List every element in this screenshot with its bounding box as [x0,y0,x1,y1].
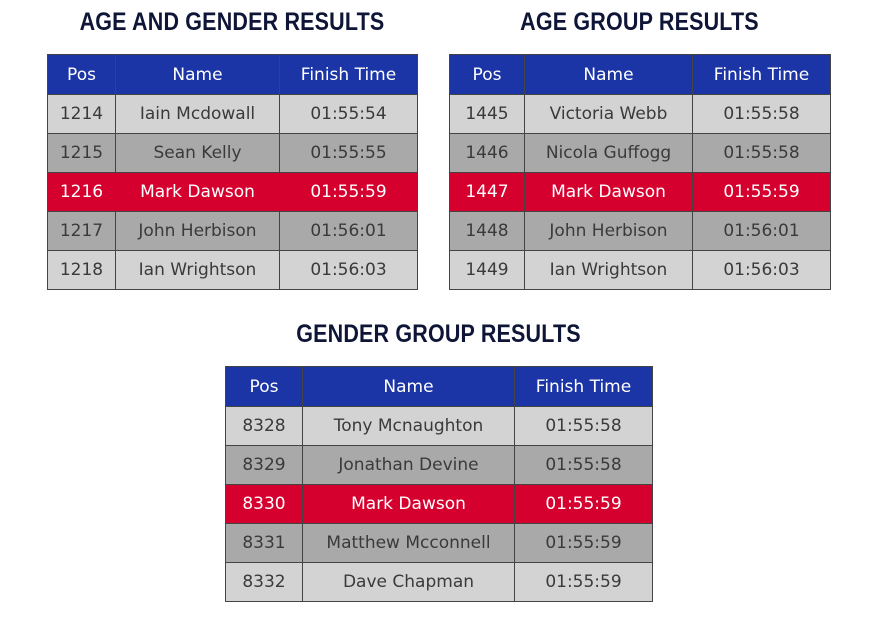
name-cell: John Herbison [524,211,693,251]
table-header-row: Pos Name Finish Time [47,54,418,95]
age-gender-results-title: AGE AND GENDER RESULTS [79,8,385,36]
finish-time-cell: 01:55:55 [279,133,418,173]
gender-group-results-title: GENDER GROUP RESULTS [296,320,581,348]
age-group-results-table: Pos Name Finish Time 1445 Victoria Webb … [449,54,831,290]
pos-cell: 1449 [449,250,525,290]
column-header-pos: Pos [225,366,303,407]
table-row: 1217 John Herbison 01:56:01 [47,211,418,251]
age-group-results-title: AGE GROUP RESULTS [520,8,759,36]
name-cell: Tony Mcnaughton [302,406,515,446]
table-row: 1445 Victoria Webb 01:55:58 [449,94,831,134]
name-cell: Ian Wrightson [115,250,280,290]
column-header-name: Name [115,54,280,95]
name-cell: Matthew Mcconnell [302,523,515,563]
column-header-finish-time: Finish Time [514,366,653,407]
table-row: 8332 Dave Chapman 01:55:59 [225,562,653,602]
name-cell: Victoria Webb [524,94,693,134]
column-header-name: Name [302,366,515,407]
pos-cell: 1214 [47,94,116,134]
table-row: 8328 Tony Mcnaughton 01:55:58 [225,406,653,446]
name-cell: Sean Kelly [115,133,280,173]
finish-time-cell: 01:55:59 [514,484,653,524]
finish-time-cell: 01:55:54 [279,94,418,134]
column-header-pos: Pos [449,54,525,95]
finish-time-cell: 01:55:58 [514,445,653,485]
name-cell: Iain Mcdowall [115,94,280,134]
finish-time-cell: 01:55:58 [692,94,831,134]
pos-cell: 1447 [449,172,525,212]
name-cell: Ian Wrightson [524,250,693,290]
name-cell: Jonathan Devine [302,445,515,485]
pos-cell: 1446 [449,133,525,173]
column-header-pos: Pos [47,54,116,95]
pos-cell: 1448 [449,211,525,251]
finish-time-cell: 01:55:59 [279,172,418,212]
table-row: 1449 Ian Wrightson 01:56:03 [449,250,831,290]
name-cell: Mark Dawson [115,172,280,212]
pos-cell: 8328 [225,406,303,446]
pos-cell: 8330 [225,484,303,524]
table-header-row: Pos Name Finish Time [449,54,831,95]
age-gender-results-table: Pos Name Finish Time 1214 Iain Mcdowall … [47,54,418,290]
finish-time-cell: 01:56:03 [279,250,418,290]
table-header-row: Pos Name Finish Time [225,366,653,407]
gender-group-results-table: Pos Name Finish Time 8328 Tony Mcnaughto… [225,366,653,602]
table-row: 1218 Ian Wrightson 01:56:03 [47,250,418,290]
pos-cell: 8331 [225,523,303,563]
finish-time-cell: 01:55:59 [514,523,653,563]
table-row: 8331 Matthew Mcconnell 01:55:59 [225,523,653,563]
name-cell: John Herbison [115,211,280,251]
pos-cell: 1217 [47,211,116,251]
pos-cell: 1215 [47,133,116,173]
finish-time-cell: 01:55:59 [514,562,653,602]
name-cell: Dave Chapman [302,562,515,602]
table-row-highlighted: 1216 Mark Dawson 01:55:59 [47,172,418,212]
table-row: 8329 Jonathan Devine 01:55:58 [225,445,653,485]
table-row-highlighted: 8330 Mark Dawson 01:55:59 [225,484,653,524]
name-cell: Mark Dawson [524,172,693,212]
table-row: 1448 John Herbison 01:56:01 [449,211,831,251]
name-cell: Mark Dawson [302,484,515,524]
finish-time-cell: 01:56:01 [279,211,418,251]
column-header-finish-time: Finish Time [692,54,831,95]
table-row: 1214 Iain Mcdowall 01:55:54 [47,94,418,134]
finish-time-cell: 01:56:03 [692,250,831,290]
pos-cell: 1216 [47,172,116,212]
pos-cell: 1445 [449,94,525,134]
column-header-finish-time: Finish Time [279,54,418,95]
pos-cell: 8332 [225,562,303,602]
table-row: 1215 Sean Kelly 01:55:55 [47,133,418,173]
pos-cell: 8329 [225,445,303,485]
column-header-name: Name [524,54,693,95]
finish-time-cell: 01:56:01 [692,211,831,251]
table-row: 1446 Nicola Guffogg 01:55:58 [449,133,831,173]
name-cell: Nicola Guffogg [524,133,693,173]
finish-time-cell: 01:55:58 [692,133,831,173]
table-row-highlighted: 1447 Mark Dawson 01:55:59 [449,172,831,212]
pos-cell: 1218 [47,250,116,290]
finish-time-cell: 01:55:58 [514,406,653,446]
finish-time-cell: 01:55:59 [692,172,831,212]
